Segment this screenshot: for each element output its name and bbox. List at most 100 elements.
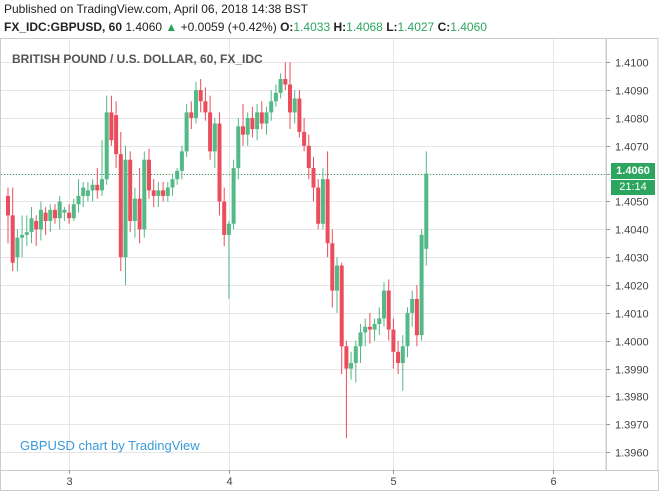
candle — [297, 90, 302, 138]
candle-body — [363, 326, 368, 333]
y-tick-label: 1.4040 — [615, 225, 649, 237]
candle — [43, 207, 48, 235]
candle-body — [161, 190, 166, 196]
candle — [151, 179, 156, 208]
low-value: 1.4027 — [397, 20, 435, 34]
candle — [132, 187, 137, 238]
candle-body — [114, 115, 119, 155]
candle-body — [297, 98, 302, 132]
candle-body — [391, 329, 396, 352]
candle-body — [184, 112, 189, 152]
watermark-link[interactable]: GBPUSD chart by TradingView — [20, 438, 200, 453]
candle — [377, 307, 382, 336]
candle — [71, 198, 76, 221]
candle — [217, 112, 222, 216]
candle-body — [405, 312, 410, 347]
candle-body — [353, 346, 358, 363]
candle — [311, 156, 316, 202]
candle — [114, 101, 119, 169]
candle-body — [222, 201, 227, 235]
y-tick-label: 1.4050 — [615, 197, 649, 209]
candle-body — [198, 90, 203, 102]
candle-body — [90, 184, 95, 191]
candle-body — [410, 298, 415, 313]
candle — [273, 84, 278, 107]
candle — [259, 101, 264, 130]
candle — [62, 207, 67, 221]
candle-body — [273, 92, 278, 102]
candle — [57, 195, 62, 230]
candle — [118, 131, 123, 272]
candle — [250, 106, 255, 138]
candle-body — [71, 204, 76, 219]
y-tick-label: 1.4100 — [615, 58, 649, 70]
x-tick-label: 6 — [550, 476, 556, 488]
time-axis-frame — [0, 470, 659, 491]
candle — [353, 340, 358, 383]
candle — [161, 182, 166, 202]
y-tick-label: 1.4080 — [615, 114, 649, 126]
candle-body — [367, 326, 372, 330]
candle — [179, 145, 184, 180]
candle — [6, 187, 10, 244]
candle-body — [245, 117, 250, 135]
candle-body — [419, 234, 424, 336]
candle — [264, 106, 269, 135]
change: +0.0059 (+0.42%) — [180, 20, 277, 34]
candle — [137, 168, 142, 244]
candle-body — [15, 237, 20, 258]
candle-body — [306, 145, 311, 169]
candle-body — [151, 190, 156, 196]
candle-body — [85, 190, 90, 196]
candle-body — [189, 112, 194, 118]
candle-body — [250, 117, 255, 130]
candle-body — [142, 159, 147, 230]
candle — [424, 151, 429, 266]
candle-body — [241, 126, 245, 135]
candles — [6, 62, 429, 439]
open-label: O: — [280, 20, 294, 34]
y-tick-label: 1.4000 — [615, 337, 649, 349]
candle — [372, 318, 377, 341]
candle — [236, 117, 241, 180]
candle-body — [288, 84, 292, 113]
candle — [29, 207, 34, 244]
candle-body — [325, 179, 330, 244]
candle — [367, 312, 372, 344]
candle-body — [377, 318, 382, 324]
candle — [269, 90, 274, 121]
candle — [123, 145, 128, 286]
candle-body — [382, 290, 386, 319]
candle-body — [6, 195, 10, 216]
candle — [81, 182, 86, 208]
candle — [231, 159, 236, 230]
candle-body — [424, 173, 429, 249]
candle — [245, 112, 250, 146]
last-price-tag: 1.4060 — [611, 163, 655, 179]
candle — [170, 173, 175, 196]
candle-body — [76, 195, 81, 205]
candle — [100, 140, 104, 196]
candle — [85, 182, 90, 202]
candle — [358, 324, 363, 363]
x-tick-label: 5 — [390, 476, 396, 488]
plot-frame — [0, 38, 607, 471]
candle — [414, 285, 419, 347]
candle — [302, 117, 307, 152]
candle-body — [10, 215, 15, 263]
high-label: H: — [333, 20, 347, 34]
candle — [363, 318, 368, 347]
candle — [382, 282, 386, 327]
candle-body — [386, 290, 391, 330]
y-tick-label: 1.4010 — [615, 309, 649, 321]
candle — [184, 104, 189, 157]
candle-body — [414, 298, 419, 336]
candle-body — [104, 112, 109, 180]
axes: 1.3960 1.3970 1.3980 1.3990 1.4000 1.4010 1.40… — [66, 58, 648, 489]
candle-body — [349, 362, 354, 369]
candle — [316, 179, 321, 230]
open-value: 1.4033 — [293, 20, 331, 34]
candle-body — [269, 101, 274, 113]
close-value: 1.4060 — [450, 20, 487, 34]
